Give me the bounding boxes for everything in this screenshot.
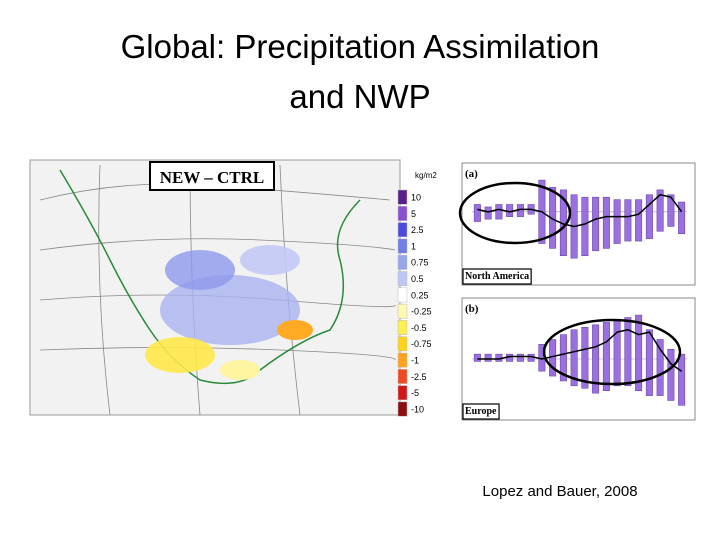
blob — [220, 360, 260, 380]
range-bar — [570, 329, 578, 387]
colorbar-swatch — [397, 385, 408, 401]
colorbar-label: -0.5 — [411, 323, 427, 333]
region-label: Europe — [465, 406, 497, 417]
colorbar-label: -1 — [411, 356, 419, 366]
colorbar-label: 0.25 — [411, 290, 429, 300]
range-bar — [635, 314, 643, 391]
colorbar-swatch — [397, 238, 408, 254]
range-bar — [602, 322, 610, 391]
highlight-ellipse — [458, 181, 572, 245]
range-bar — [667, 194, 675, 227]
range-bar — [613, 199, 621, 244]
range-bar — [495, 204, 503, 220]
colorbar-label: 10 — [411, 193, 421, 203]
colorbar-label: 5 — [411, 209, 416, 219]
range-bar — [592, 196, 600, 252]
colorbar-label: 1 — [411, 241, 416, 251]
range-bar — [678, 353, 686, 406]
colorbar-label: -5 — [411, 388, 419, 398]
colorbar: 10 5 2.5 1 0.75 0.5 0.25 -0.25 -0.5 -0.75 -1 -2.5 -5… — [397, 189, 432, 417]
range-bar — [624, 199, 632, 242]
range-bar — [581, 327, 589, 389]
range-bar — [592, 324, 600, 394]
region-label: North America — [465, 271, 529, 282]
colorbar-swatch — [397, 303, 408, 319]
range-bar — [484, 206, 492, 220]
colorbar-swatch — [397, 254, 408, 270]
range-bar — [645, 194, 653, 239]
colorbar-label: -2.5 — [411, 372, 427, 382]
colorbar-swatch — [397, 352, 408, 368]
range-bar — [678, 201, 686, 235]
range-bar — [635, 199, 643, 242]
colorbar-swatch — [397, 206, 408, 221]
panel-label: (b) — [465, 303, 479, 315]
range-bar — [656, 339, 664, 396]
map: NEW – CTRL kg/m2 — [29, 159, 437, 416]
range-bar — [656, 189, 664, 232]
blob — [240, 245, 300, 275]
region-box — [462, 403, 500, 420]
range-bar — [473, 204, 481, 222]
colorbar-label: -0.25 — [411, 307, 432, 317]
colorbar-label: 2.5 — [411, 225, 424, 235]
range-bar — [645, 329, 653, 396]
colorbar-swatch — [397, 222, 408, 238]
map-label: NEW – CTRL — [160, 168, 265, 187]
range-bar — [613, 319, 621, 387]
region-box — [462, 268, 532, 285]
range-bar — [516, 353, 524, 362]
range-bar — [473, 353, 481, 362]
panel-label: (a) — [465, 168, 478, 180]
range-bar — [559, 334, 567, 382]
range-bar — [581, 196, 589, 256]
colorbar-swatch — [397, 287, 408, 303]
colorbar-label: 0.75 — [411, 258, 429, 268]
highlight-ellipse — [542, 318, 682, 386]
range-bar — [602, 196, 610, 249]
colorbar-label: -10 — [411, 404, 424, 414]
colorbar-swatch — [397, 320, 408, 335]
range-bar — [667, 348, 675, 401]
colorbar-swatch — [397, 189, 408, 205]
colorbar-swatch — [397, 271, 408, 287]
charts: (a) North America (b) Europe — [461, 162, 696, 421]
colorbar-swatch — [397, 336, 408, 352]
colorbar-label: 0.5 — [411, 274, 424, 284]
blob — [145, 337, 215, 373]
blob — [277, 320, 313, 340]
range-bar — [624, 317, 632, 387]
colorbar-swatch — [397, 369, 408, 384]
colorbar-label: -0.75 — [411, 339, 432, 349]
coastline — [59, 169, 361, 385]
mean-line — [477, 328, 683, 372]
blob — [165, 250, 235, 290]
title-line: and NWP — [289, 78, 430, 115]
map-label-box — [149, 161, 275, 191]
colorbar-swatch — [397, 401, 408, 417]
citation: Lopez and Bauer, 2008 — [482, 483, 637, 500]
blob — [160, 275, 300, 345]
title-line: Global: Precipitation Assimilation — [121, 28, 600, 65]
range-bar — [549, 187, 557, 249]
mean-line — [477, 193, 683, 228]
range-bar — [484, 353, 492, 362]
colorbar-unit: kg/m2 — [415, 171, 437, 180]
